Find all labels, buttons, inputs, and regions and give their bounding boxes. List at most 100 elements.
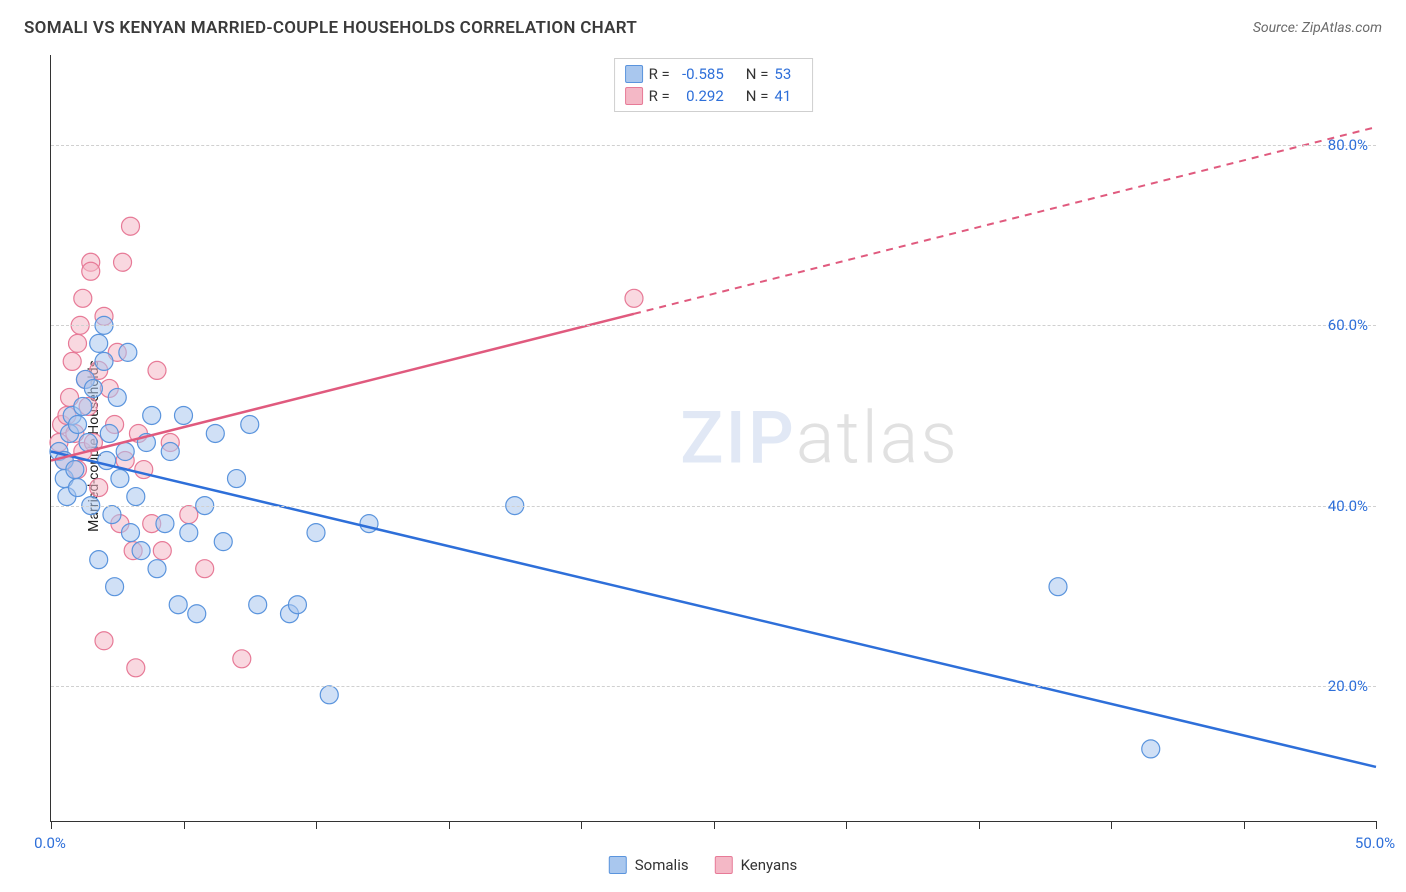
x-tick	[51, 821, 52, 829]
trend-line-kenyans-solid	[51, 314, 634, 461]
stat-n-label: N =	[746, 87, 769, 105]
x-tick-label: 0.0%	[34, 834, 66, 852]
stat-n-label: N =	[746, 65, 769, 83]
x-tick	[316, 821, 317, 829]
scatter-point-somalis	[116, 443, 134, 461]
x-tick	[449, 821, 450, 829]
gridline	[51, 686, 1376, 687]
legend-swatch	[609, 856, 627, 874]
scatter-point-kenyans	[82, 262, 100, 280]
scatter-point-somalis	[161, 443, 179, 461]
scatter-point-kenyans	[233, 650, 251, 668]
x-tick-label: 50.0%	[1355, 834, 1395, 852]
scatter-point-somalis	[180, 524, 198, 542]
source-label: Source: ZipAtlas.com	[1253, 20, 1382, 36]
scatter-point-somalis	[66, 461, 84, 479]
x-tick	[846, 821, 847, 829]
scatter-point-kenyans	[63, 352, 81, 370]
scatter-point-somalis	[241, 415, 259, 433]
stat-r-label: R =	[649, 65, 670, 83]
x-tick	[581, 821, 582, 829]
scatter-point-somalis	[111, 470, 129, 488]
scatter-point-somalis	[108, 388, 126, 406]
stat-swatch	[625, 87, 643, 105]
x-tick	[1111, 821, 1112, 829]
scatter-point-somalis	[307, 524, 325, 542]
stat-box: R = -0.585 N = 53 R = 0.292 N = 41	[614, 58, 814, 112]
scatter-point-somalis	[188, 605, 206, 623]
trend-line-kenyans-dashed	[634, 127, 1376, 314]
y-tick-label: 40.0%	[1328, 497, 1368, 515]
scatter-point-kenyans	[122, 217, 140, 235]
scatter-point-kenyans	[74, 289, 92, 307]
scatter-point-somalis	[90, 551, 108, 569]
scatter-point-somalis	[127, 488, 145, 506]
scatter-point-somalis	[119, 343, 137, 361]
scatter-point-kenyans	[114, 253, 132, 271]
y-tick-label: 80.0%	[1328, 136, 1368, 154]
scatter-point-somalis	[320, 686, 338, 704]
scatter-point-somalis	[132, 542, 150, 560]
y-tick-label: 60.0%	[1328, 316, 1368, 334]
scatter-point-kenyans	[180, 506, 198, 524]
stat-r-value: -0.585	[676, 65, 724, 83]
stat-r-label: R =	[649, 87, 670, 105]
stat-swatch	[625, 65, 643, 83]
scatter-point-somalis	[100, 424, 118, 442]
stat-row: R = 0.292 N = 41	[625, 85, 803, 107]
scatter-point-somalis	[95, 352, 113, 370]
scatter-point-somalis	[249, 596, 267, 614]
stat-n-value: 53	[774, 65, 802, 83]
x-tick	[1244, 821, 1245, 829]
stat-n-value: 41	[774, 87, 802, 105]
scatter-point-somalis	[84, 379, 102, 397]
scatter-point-somalis	[106, 578, 124, 596]
stat-row: R = -0.585 N = 53	[625, 63, 803, 85]
scatter-point-somalis	[143, 406, 161, 424]
scatter-point-somalis	[74, 397, 92, 415]
scatter-point-kenyans	[95, 632, 113, 650]
plot-area: ZIPatlas R =-0.585N =53R =0.292N =41 20.…	[50, 55, 1376, 822]
gridline	[51, 145, 1376, 146]
stat-r-value: 0.292	[676, 87, 724, 105]
x-tick	[1376, 821, 1377, 829]
legend-label: Kenyans	[741, 856, 798, 874]
scatter-point-somalis	[206, 424, 224, 442]
title-row: SOMALI VS KENYAN MARRIED-COUPLE HOUSEHOL…	[24, 18, 1382, 38]
scatter-point-kenyans	[90, 479, 108, 497]
chart-container: SOMALI VS KENYAN MARRIED-COUPLE HOUSEHOL…	[0, 0, 1406, 892]
scatter-point-kenyans	[196, 560, 214, 578]
scatter-point-somalis	[214, 533, 232, 551]
scatter-point-kenyans	[153, 542, 171, 560]
scatter-point-somalis	[148, 560, 166, 578]
scatter-point-kenyans	[69, 334, 87, 352]
scatter-point-somalis	[122, 524, 140, 542]
scatter-point-somalis	[175, 406, 193, 424]
scatter-point-somalis	[69, 415, 87, 433]
legend-item: Kenyans	[715, 856, 798, 874]
scatter-point-somalis	[288, 596, 306, 614]
scatter-point-kenyans	[127, 659, 145, 677]
legend-label: Somalis	[635, 856, 689, 874]
scatter-point-somalis	[1142, 740, 1160, 758]
scatter-point-somalis	[1049, 578, 1067, 596]
x-tick	[714, 821, 715, 829]
scatter-point-somalis	[90, 334, 108, 352]
scatter-point-somalis	[156, 515, 174, 533]
scatter-point-somalis	[103, 506, 121, 524]
x-tick	[184, 821, 185, 829]
chart-title: SOMALI VS KENYAN MARRIED-COUPLE HOUSEHOL…	[24, 18, 637, 38]
gridline	[51, 325, 1376, 326]
scatter-point-somalis	[228, 470, 246, 488]
y-tick-label: 20.0%	[1328, 677, 1368, 695]
scatter-point-kenyans	[148, 361, 166, 379]
gridline	[51, 506, 1376, 507]
plot-svg	[51, 55, 1376, 821]
bottom-legend: Somalis Kenyans	[609, 856, 797, 874]
legend-item: Somalis	[609, 856, 689, 874]
legend-swatch	[715, 856, 733, 874]
scatter-point-somalis	[169, 596, 187, 614]
scatter-point-kenyans	[625, 289, 643, 307]
x-tick	[979, 821, 980, 829]
scatter-point-somalis	[69, 479, 87, 497]
